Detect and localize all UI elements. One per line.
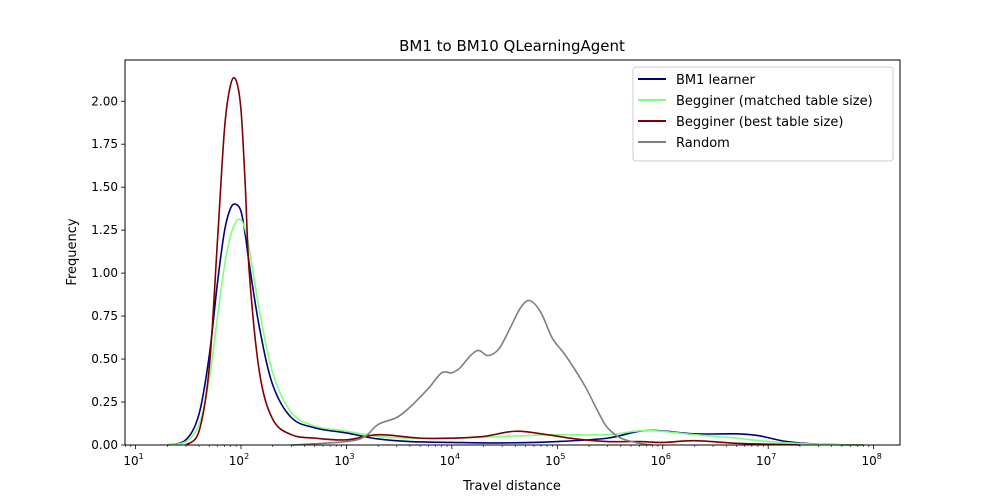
legend-label: BM1 learner xyxy=(676,73,755,88)
y-tick-label: 1.00 xyxy=(91,266,118,280)
x-tick-label: 104 xyxy=(440,452,460,468)
series-line-random xyxy=(291,299,653,446)
plot-frame xyxy=(124,59,901,446)
y-axis-label: Frequency xyxy=(65,218,80,285)
y-tick-label: 0.75 xyxy=(91,309,118,323)
series-line-begginer-matched-table-size xyxy=(167,218,864,446)
chart-title: BM1 to BM10 QLearningAgent xyxy=(399,37,625,55)
x-tick-label: 102 xyxy=(229,452,249,468)
legend: BM1 learner Begginer (matched table size)… xyxy=(632,66,894,162)
y-tick-label: 1.75 xyxy=(91,137,118,151)
x-axis-ticks: 101 102 103 104 105 106 107 108 xyxy=(123,445,882,468)
x-tick-label: 101 xyxy=(123,452,143,468)
y-tick-label: 0.25 xyxy=(91,395,118,409)
x-tick-label: 105 xyxy=(545,452,565,468)
y-tick-label: 1.25 xyxy=(91,223,118,237)
legend-label: Random xyxy=(676,136,730,151)
x-tick-label: 106 xyxy=(651,452,671,468)
y-axis-ticks: 0.00 0.25 0.50 0.75 1.00 1.25 1.50 1.75 2.00 xyxy=(91,94,125,452)
series-layer xyxy=(167,76,864,446)
x-axis-label: Travel distance xyxy=(462,479,561,494)
legend-box xyxy=(632,66,894,162)
legend-label: Begginer (best table size) xyxy=(676,115,843,130)
y-tick-label: 0.50 xyxy=(91,352,118,366)
x-tick-label: 108 xyxy=(861,452,881,468)
y-tick-label: 1.50 xyxy=(91,180,118,194)
y-tick-label: 2.00 xyxy=(91,94,118,108)
y-tick-label: 0.00 xyxy=(91,438,118,452)
x-tick-label: 107 xyxy=(756,452,776,468)
series-line-begginer-best-table-size xyxy=(185,76,800,446)
series-line-bm1-learner xyxy=(167,203,864,446)
legend-label: Begginer (matched table size) xyxy=(676,94,873,109)
x-tick-label: 103 xyxy=(334,452,354,468)
